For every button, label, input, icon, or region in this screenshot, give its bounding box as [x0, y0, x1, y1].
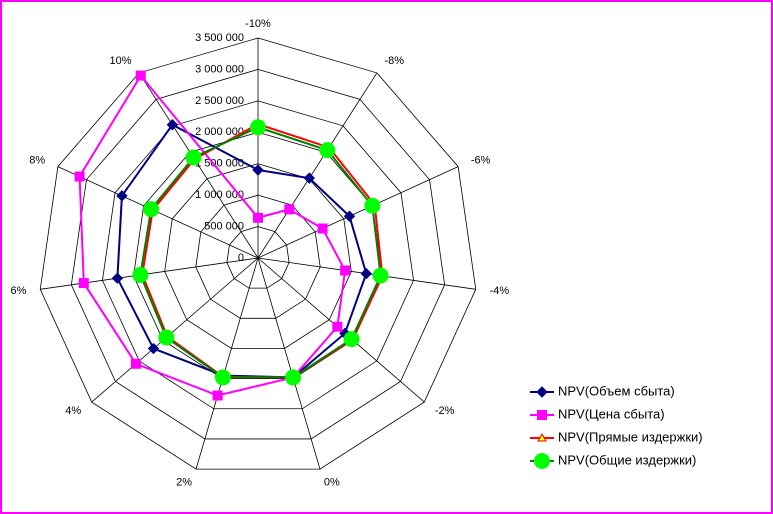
grid-ring — [195, 194, 321, 319]
marker — [317, 223, 328, 234]
category-label: 6% — [10, 285, 26, 297]
spoke — [195, 257, 259, 470]
y-tick-label: 2 000 000 — [195, 126, 244, 138]
legend-label: NPV(Объем сбыта) — [558, 383, 675, 398]
y-tick-label: 500 000 — [204, 220, 244, 232]
spoke — [257, 166, 459, 259]
marker — [252, 164, 264, 176]
grid-ring — [39, 37, 477, 470]
category-label: 10% — [109, 55, 131, 67]
y-tick-label: 0 — [238, 252, 244, 264]
marker — [74, 171, 85, 182]
marker — [143, 201, 160, 218]
y-tick-label: 1 500 000 — [195, 158, 244, 170]
marker — [135, 70, 146, 81]
marker — [147, 342, 160, 355]
category-label: -2% — [435, 405, 455, 417]
category-label: -8% — [385, 55, 405, 67]
marker — [214, 369, 231, 386]
category-label: 0% — [324, 476, 340, 488]
plot — [74, 70, 389, 401]
marker — [332, 321, 343, 332]
marker — [253, 212, 263, 223]
category-label: 2% — [176, 476, 192, 488]
series-line — [78, 73, 347, 397]
grid: 0 500 000 1 000 000 1 500 000 2 000 000 2 500… — [10, 18, 509, 489]
marker — [360, 267, 372, 280]
marker — [116, 190, 128, 202]
category-label: -10% — [245, 18, 271, 30]
marker — [284, 204, 295, 215]
y-tick-label: 2 500 000 — [195, 95, 244, 107]
spoke — [40, 257, 259, 290]
grid-ring — [70, 69, 446, 440]
legend-label: NPV(Общие издержки) — [558, 452, 696, 467]
marker — [212, 390, 223, 401]
marker — [534, 453, 550, 469]
marker — [537, 410, 547, 420]
marker — [78, 278, 89, 289]
legend-label: NPV(Прямые издержки) — [558, 429, 703, 444]
legend: NPV(Объем сбыта) NPV(Цена сбыта) NPV(Прямы… — [530, 383, 703, 469]
category-label: -6% — [471, 155, 491, 167]
marker — [372, 267, 389, 284]
grid-ring — [102, 100, 414, 410]
marker — [285, 369, 302, 386]
marker — [537, 432, 547, 442]
marker — [185, 149, 202, 166]
marker — [319, 142, 336, 159]
category-label: -4% — [490, 285, 510, 297]
y-tick-label: 3 000 000 — [195, 63, 244, 75]
marker — [343, 331, 360, 348]
marker — [166, 119, 179, 131]
spoke — [257, 257, 321, 470]
marker — [132, 266, 149, 283]
marker — [303, 172, 316, 184]
legend-label: NPV(Цена сбыта) — [558, 406, 665, 421]
marker — [111, 272, 124, 284]
category-label: 8% — [29, 155, 45, 167]
category-label: 4% — [65, 405, 81, 417]
spoke — [91, 257, 259, 403]
marker — [250, 119, 266, 136]
marker — [158, 329, 175, 346]
marker — [340, 265, 351, 276]
spoke — [138, 72, 259, 259]
spoke — [257, 72, 378, 259]
marker — [130, 358, 141, 369]
marker — [343, 210, 356, 222]
marker — [364, 197, 381, 214]
y-tick-label: 3 500 000 — [195, 32, 244, 44]
y-tick-label: 1 000 000 — [195, 189, 244, 201]
grid-ring — [164, 163, 352, 349]
grid-ring — [226, 226, 290, 289]
marker — [536, 386, 548, 398]
series-line — [139, 126, 382, 379]
